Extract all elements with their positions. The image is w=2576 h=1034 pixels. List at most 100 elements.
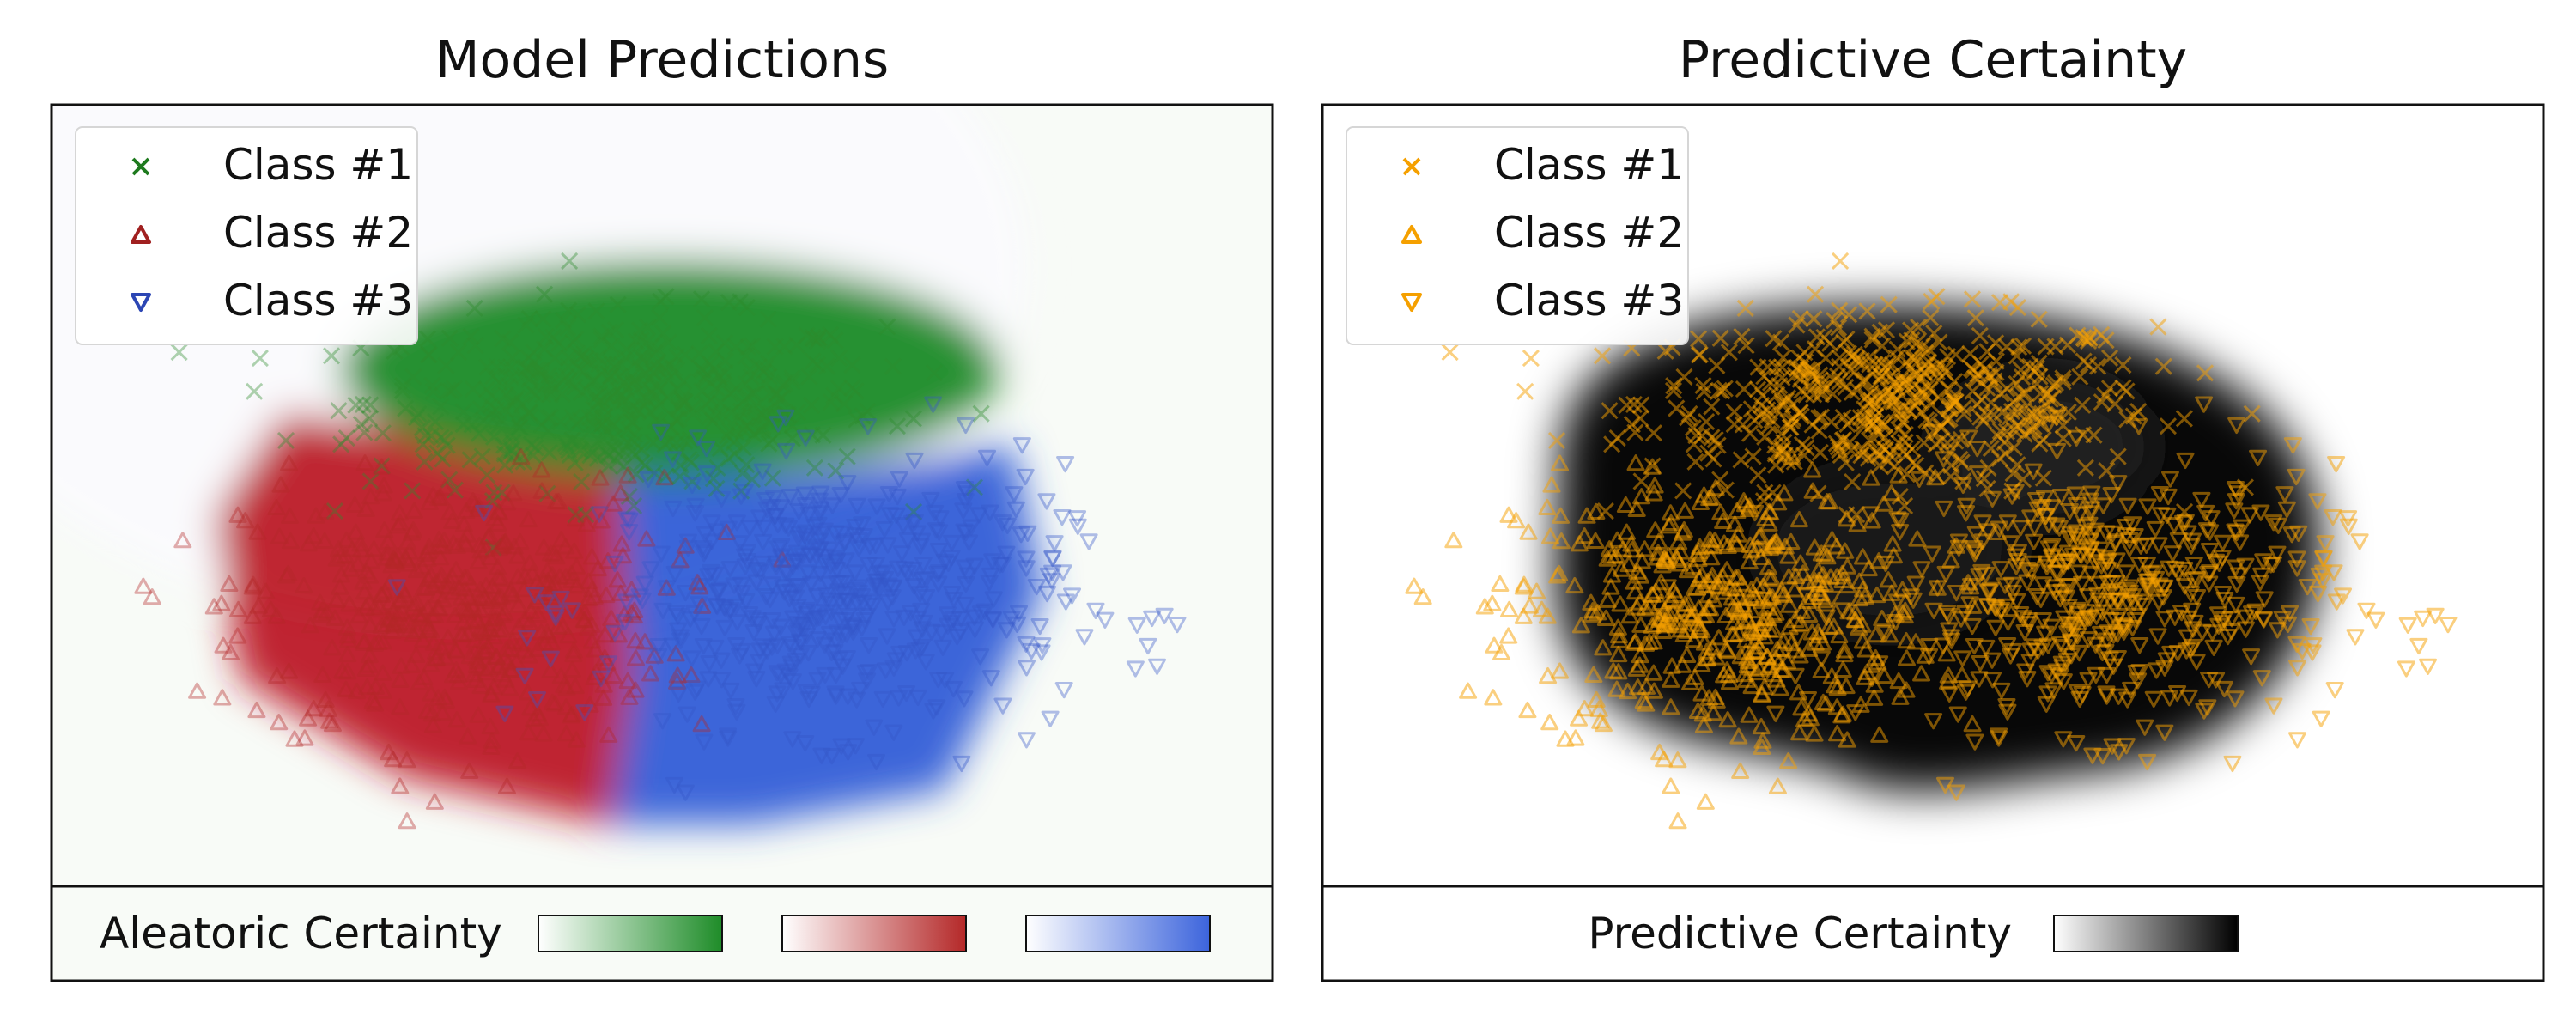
scatter-point-class-1	[1766, 436, 1784, 454]
scatter-point-class-2	[530, 709, 549, 727]
scatter-point-class-2	[495, 533, 514, 550]
scatter-point-class-1	[404, 482, 422, 500]
scatter-point-class-2	[1678, 561, 1697, 579]
scatter-point-class-1	[538, 484, 556, 502]
scatter-point-class-1	[599, 456, 618, 475]
scatter-point-class-2	[374, 633, 392, 650]
scatter-point-class-3	[768, 637, 787, 654]
scatter-point-class-2	[213, 689, 232, 706]
scatter-point-class-3	[787, 653, 805, 670]
scatter-point-class-2	[1731, 762, 1750, 779]
scatter-point-class-3	[2097, 550, 2116, 567]
scatter-point-class-2	[279, 564, 298, 581]
scatter-point-class-1	[761, 415, 779, 433]
scatter-point-class-3	[690, 596, 708, 613]
scatter-point-class-2	[360, 646, 379, 664]
scatter-point-class-3	[1010, 605, 1029, 622]
scatter-point-class-3	[914, 556, 933, 574]
scatter-point-class-1	[593, 415, 611, 433]
scatter-point-class-3	[955, 480, 974, 498]
scatter-point-class-1	[592, 365, 611, 383]
scatter-point-class-2	[418, 621, 437, 638]
scatter-point-class-1	[2124, 407, 2142, 425]
scatter-point-class-3	[1912, 561, 1931, 578]
scatter-point-class-3	[732, 642, 751, 660]
scatter-point-class-1	[373, 457, 391, 475]
scatter-point-class-1	[598, 425, 617, 443]
scatter-point-class-2	[1718, 642, 1737, 660]
scatter-point-class-3	[858, 672, 877, 690]
scatter-point-class-1	[659, 371, 677, 389]
scatter-point-class-2	[1551, 662, 1570, 679]
scatter-point-class-3	[969, 507, 988, 524]
scatter-point-class-1	[1964, 361, 1983, 380]
scatter-point-class-3	[1012, 437, 1031, 454]
scatter-point-class-1	[1855, 415, 1873, 433]
scatter-point-class-1	[718, 427, 736, 445]
scatter-point-class-1	[1952, 430, 1970, 448]
scatter-point-class-2	[1735, 599, 1753, 617]
scatter-point-class-3	[2063, 634, 2081, 651]
scatter-point-class-1	[502, 368, 520, 386]
scatter-point-class-1	[644, 364, 662, 382]
scatter-point-class-2	[1635, 540, 1654, 557]
scatter-point-class-2	[1690, 621, 1708, 638]
scatter-point-class-3	[562, 602, 581, 619]
scatter-point-class-1	[732, 293, 750, 311]
scatter-point-class-1	[619, 420, 637, 439]
scatter-point-class-3	[860, 637, 878, 654]
scatter-point-class-2	[473, 622, 492, 639]
scatter-point-class-1	[355, 423, 374, 441]
scatter-point-class-3	[827, 688, 846, 705]
scatter-point-class-1	[2196, 364, 2215, 382]
scatter-point-class-2	[591, 469, 610, 486]
scatter-point-class-2	[519, 684, 538, 701]
scatter-point-class-3	[762, 639, 781, 656]
scatter-point-class-3	[833, 525, 852, 542]
scatter-point-class-3	[753, 555, 772, 572]
scatter-point-class-2	[338, 645, 357, 663]
scatter-point-class-1	[632, 331, 650, 350]
scatter-point-class-1	[625, 425, 643, 444]
scatter-point-class-3	[829, 583, 848, 600]
scatter-point-class-3	[745, 663, 764, 680]
scatter-point-class-2	[462, 575, 481, 592]
scatter-point-class-2	[594, 689, 613, 706]
scatter-point-class-2	[447, 537, 466, 555]
scatter-point-class-1	[1844, 472, 1862, 491]
scatter-point-class-3	[1027, 578, 1046, 596]
scatter-point-class-2	[439, 629, 458, 646]
scatter-point-class-3	[2124, 595, 2143, 612]
scatter-point-class-1	[783, 429, 801, 447]
scatter-point-class-2	[557, 678, 576, 696]
scatter-point-class-2	[422, 705, 441, 722]
scatter-point-class-2	[520, 554, 539, 571]
scatter-point-class-3	[821, 625, 840, 643]
scatter-point-class-1	[440, 471, 459, 489]
scatter-point-class-1	[2005, 439, 2023, 457]
scatter-point-class-3	[984, 591, 1003, 608]
scatter-point-class-1	[822, 325, 840, 344]
scatter-point-class-3	[2255, 591, 2274, 608]
scatter-point-class-2	[1710, 629, 1728, 646]
scatter-point-class-1	[2033, 404, 2051, 423]
scatter-point-class-1	[756, 407, 774, 426]
scatter-point-class-2	[399, 555, 418, 572]
scatter-point-class-3	[2038, 555, 2057, 572]
scatter-point-class-1	[651, 308, 669, 327]
scatter-point-class-2	[280, 662, 299, 679]
scatter-point-class-2	[1694, 716, 1713, 733]
scatter-point-class-3	[1924, 713, 1943, 730]
scatter-point-class-2	[484, 628, 503, 645]
scatter-point-class-3	[2182, 586, 2201, 603]
scatter-point-class-2	[489, 502, 507, 520]
scatter-point-class-2	[618, 466, 637, 484]
scatter-point-class-2	[532, 588, 551, 606]
scatter-point-class-3	[702, 514, 721, 532]
scatter-point-class-1	[726, 338, 744, 356]
scatter-point-class-2	[467, 656, 486, 673]
scatter-point-class-1	[1685, 435, 1703, 453]
scatter-point-class-1	[1632, 472, 1650, 490]
scatter-point-class-1	[704, 470, 722, 488]
